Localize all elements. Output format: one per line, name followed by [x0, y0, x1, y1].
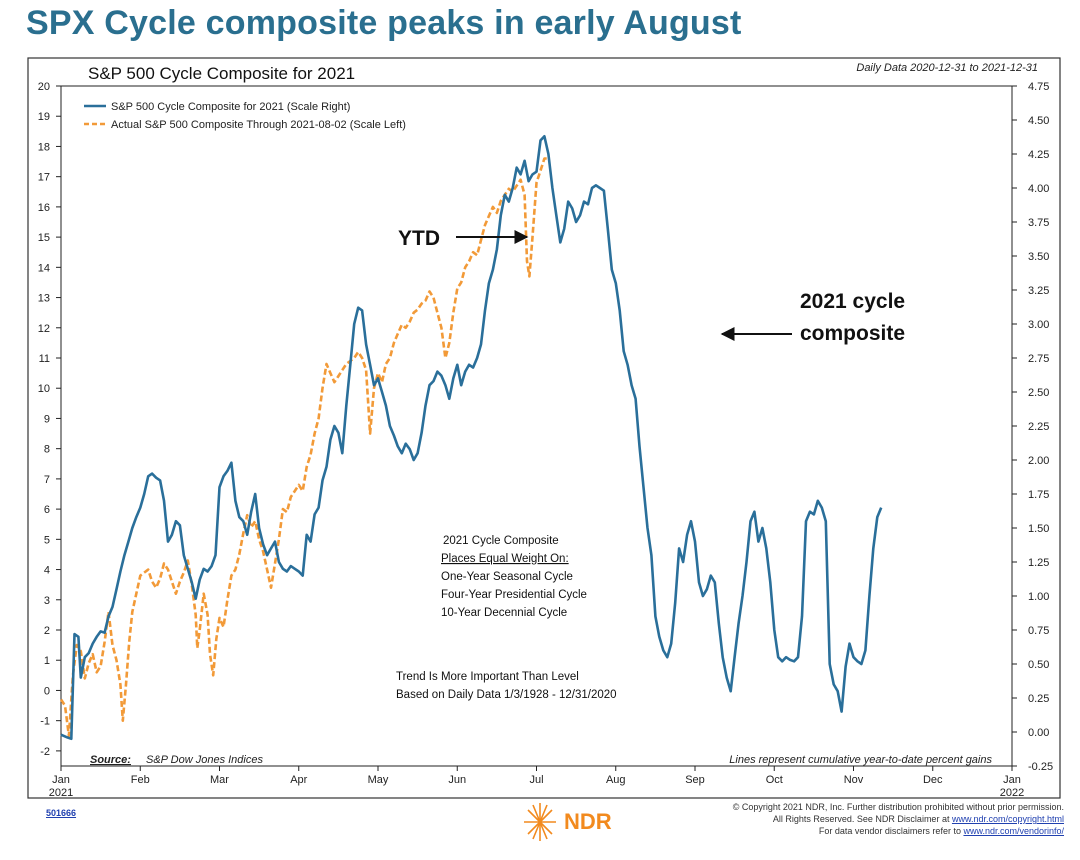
y-right-tick-label: 4.00	[1028, 183, 1049, 195]
y-left-tick-label: 5	[44, 534, 50, 546]
methodology-note: 2021 Cycle Composite Places Equal Weight…	[441, 535, 587, 619]
x-tick-label: Apr	[290, 774, 307, 786]
x-tick-label: Jan	[52, 774, 70, 786]
x-tick-label: Feb	[131, 774, 150, 786]
y-left-tick-label: 4	[44, 565, 50, 577]
x-tick-label: Jun	[448, 774, 466, 786]
y-left-tick-label: 15	[38, 232, 50, 244]
y-left-tick-label: 14	[38, 262, 50, 274]
copyright-line1: © Copyright 2021 NDR, Inc. Further distr…	[732, 802, 1064, 812]
y-right-tick-label: 3.50	[1028, 251, 1049, 263]
legend: S&P 500 Cycle Composite for 2021 (Scale …	[84, 101, 406, 131]
y-right-tick-label: 1.00	[1028, 591, 1049, 603]
y-right-tick-label: 1.75	[1028, 489, 1049, 501]
x-tick-label: May	[368, 774, 389, 786]
copyright-block: © Copyright 2021 NDR, Inc. Further distr…	[733, 801, 1064, 837]
y-right-tick-label: 4.50	[1028, 115, 1049, 127]
y-right-tick-label: 2.75	[1028, 353, 1049, 365]
y-right-tick-label: 3.25	[1028, 285, 1049, 297]
ndr-logo: NDR	[520, 800, 612, 844]
y-right-tick-label: 1.25	[1028, 557, 1049, 569]
y-left-tick-label: 9	[44, 413, 50, 425]
x-tick-label: Mar	[210, 774, 229, 786]
x-tick-label: Aug	[606, 774, 626, 786]
series-line-actual	[59, 157, 549, 738]
x-tick-label: Dec	[923, 774, 943, 786]
plot-area	[60, 85, 1013, 767]
y-right-tick-label: 1.50	[1028, 523, 1049, 535]
y-left-tick-label: 13	[38, 293, 50, 305]
y-right-tick-label: 0.00	[1028, 727, 1049, 739]
y-right-tick-label: 0.75	[1028, 625, 1049, 637]
note-item-seasonal: One-Year Seasonal Cycle	[441, 571, 573, 583]
headline: SPX Cycle composite peaks in early Augus…	[26, 4, 742, 42]
y-right-tick-label: 0.50	[1028, 659, 1049, 671]
y-right-tick-label: 2.50	[1028, 387, 1049, 399]
x-tick-label: Nov	[844, 774, 864, 786]
y-left-tick-label: 3	[44, 595, 50, 607]
ndr-logo-text: NDR	[564, 809, 612, 834]
y-right-tick-label: 3.00	[1028, 319, 1049, 331]
x-axis: Jan Feb Mar Apr May Jun Jul Aug Sep Oct Nov Dec Jan2…	[49, 766, 1024, 799]
chart-title: S&P 500 Cycle Composite for 2021	[88, 64, 355, 83]
x-year-label-left: 2021	[49, 787, 73, 799]
y-left-tick-label: 11	[39, 353, 50, 365]
chart-id-link[interactable]: 501666	[46, 808, 77, 818]
x-tick-label: Jan	[1003, 774, 1021, 786]
y-right-tick-label: 2.25	[1028, 421, 1049, 433]
copyright-line2-prefix: All Rights Reserved. See NDR Disclaimer …	[772, 814, 952, 824]
y-left-tick-label: 18	[38, 141, 50, 153]
x-year-label-right: 2022	[1000, 787, 1024, 799]
note-title: 2021 Cycle Composite	[443, 535, 559, 547]
y-right-tick-label: 0.25	[1028, 693, 1049, 705]
y-left-tick-label: 19	[38, 111, 50, 123]
copyright-line2: All Rights Reserved. See NDR Disclaimer …	[733, 813, 1064, 825]
trend-line2: Based on Daily Data 1/3/1928 - 12/31/202…	[396, 689, 617, 701]
ytd-annotation: YTD	[398, 227, 440, 250]
copyright-line3: For data vendor disclaimers refer to www…	[733, 825, 1064, 837]
y-left-tick-label: 10	[38, 383, 50, 395]
y-left-tick-label: 16	[38, 202, 50, 214]
y-left-tick-label: 6	[44, 504, 50, 516]
trend-note: Trend Is More Important Than Level Based…	[396, 671, 617, 701]
ndr-compass-icon	[524, 803, 556, 841]
cycle-annotation-line1: 2021 cycle	[800, 290, 905, 313]
trend-line1: Trend Is More Important Than Level	[396, 671, 579, 683]
y-left-tick-label: 20	[38, 81, 50, 93]
y-left-tick-label: -2	[40, 746, 50, 758]
note-item-presidential: Four-Year Presidential Cycle	[441, 589, 587, 601]
y-left-tick-label: 2	[44, 625, 50, 637]
y-right-tick-label: 4.25	[1028, 149, 1049, 161]
legend-label-actual: Actual S&P 500 Composite Through 2021-08…	[111, 119, 406, 131]
y-right-tick-label: 4.75	[1028, 81, 1049, 93]
legend-label-composite: S&P 500 Cycle Composite for 2021 (Scale …	[111, 101, 350, 113]
date-range-label: Daily Data 2020-12-31 to 2021-12-31	[856, 62, 1038, 74]
copyright-line3-prefix: For data vendor disclaimers refer to	[818, 826, 964, 836]
x-tick-label: Sep	[685, 774, 705, 786]
y-left-tick-label: 12	[38, 323, 50, 335]
source-value: S&P Dow Jones Indices	[146, 754, 263, 766]
cycle-annotation-line2: composite	[800, 322, 905, 345]
y-left-tick-label: 17	[38, 172, 50, 184]
y-left-tick-label: 0	[44, 685, 50, 697]
y-left-tick-label: -1	[40, 716, 50, 728]
vendor-info-link[interactable]: www.ndr.com/vendorinfo/	[963, 826, 1064, 836]
note-subtitle: Places Equal Weight On:	[441, 553, 569, 565]
y-right-axis: -0.25 0.00 0.25 0.50 0.75 1.00 1.25 1.50 1.75 2.0…	[1012, 81, 1053, 773]
y-right-tick-label: 2.00	[1028, 455, 1049, 467]
x-tick-label: Oct	[766, 774, 783, 786]
source-label: Source:	[90, 754, 131, 766]
x-tick-label: Jul	[529, 774, 543, 786]
copyright-link[interactable]: www.ndr.com/copyright.html	[951, 814, 1064, 824]
y-right-tick-label: -0.25	[1028, 761, 1053, 773]
y-left-tick-label: 7	[44, 474, 50, 486]
note-item-decennial: 10-Year Decennial Cycle	[441, 607, 567, 619]
series-line-composite	[60, 135, 883, 741]
y-right-tick-label: 3.75	[1028, 217, 1049, 229]
footnote: Lines represent cumulative year-to-date …	[729, 754, 992, 766]
y-left-tick-label: 1	[44, 655, 50, 667]
y-left-tick-label: 8	[44, 444, 50, 456]
